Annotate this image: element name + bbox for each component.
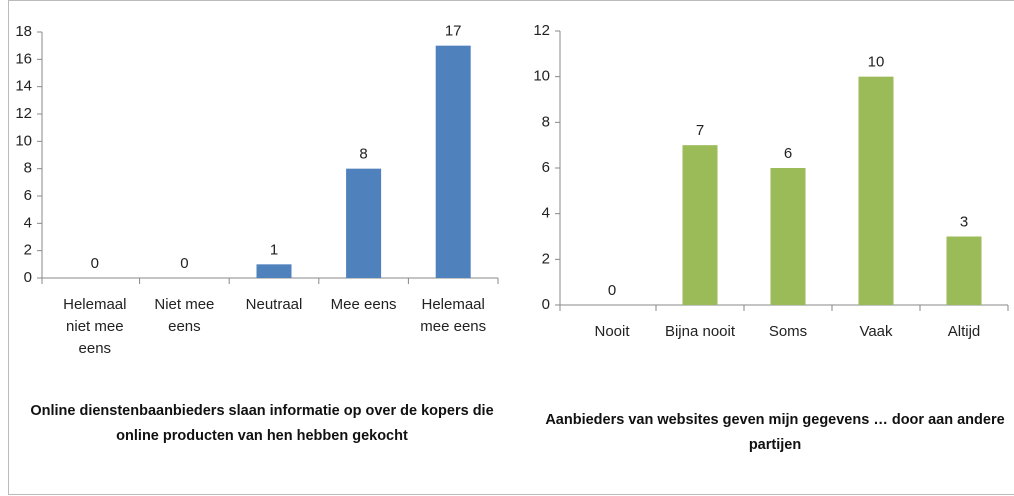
x-tick-label: Nooit: [594, 323, 630, 340]
bar: [682, 145, 718, 305]
x-tick-label: Vaak: [859, 323, 893, 340]
y-tick-label: 12: [533, 22, 550, 39]
y-tick-label: 6: [24, 187, 32, 204]
y-tick-label: 12: [15, 105, 32, 122]
bar: [858, 76, 894, 306]
y-tick-label: 6: [542, 159, 550, 176]
y-tick-label: 0: [24, 269, 32, 286]
y-tick-label: 8: [24, 160, 32, 177]
value-label: 0: [180, 255, 188, 272]
y-tick-label: 14: [15, 78, 32, 95]
y-tick-label: 10: [533, 68, 550, 85]
x-tick-label: Helemaal niet mee eens: [63, 296, 127, 357]
y-tick-label: 8: [542, 113, 550, 130]
value-label: 17: [445, 23, 462, 40]
y-tick-label: 2: [24, 242, 32, 259]
bar: [256, 264, 292, 278]
bar: [946, 236, 982, 305]
bar: [346, 168, 382, 278]
x-tick-label: Altijd: [947, 323, 981, 340]
x-tick-label: Soms: [768, 323, 808, 340]
x-tick-label: Neutraal: [245, 296, 303, 313]
y-tick-label: 10: [15, 132, 32, 149]
value-label: 6: [784, 145, 792, 162]
frame: [8, 0, 1014, 495]
value-label: 0: [608, 282, 616, 299]
y-tick-label: 18: [15, 23, 32, 40]
x-tick-label: Helemaal mee eens: [420, 296, 487, 335]
value-label: 0: [91, 255, 99, 272]
value-label: 7: [696, 122, 704, 139]
y-tick-label: 4: [24, 214, 32, 231]
value-label: 3: [960, 213, 968, 230]
value-label: 8: [359, 146, 367, 163]
y-tick-label: 0: [542, 296, 550, 313]
x-tick-label: Bijna nooit: [664, 323, 736, 340]
x-tick-label: Mee eens: [330, 296, 397, 313]
chart-title: Aanbieders van websites geven mijn gegev…: [545, 412, 1005, 453]
y-tick-label: 2: [542, 250, 550, 267]
y-tick-label: 4: [542, 205, 550, 222]
chart-title: Online dienstenbaanbieders slaan informa…: [30, 403, 494, 444]
value-label: 10: [868, 54, 885, 71]
x-tick-label: Niet mee eens: [154, 296, 215, 335]
y-tick-label: 16: [15, 50, 32, 67]
bar: [435, 45, 471, 278]
value-label: 1: [270, 241, 278, 258]
bar: [770, 168, 806, 305]
